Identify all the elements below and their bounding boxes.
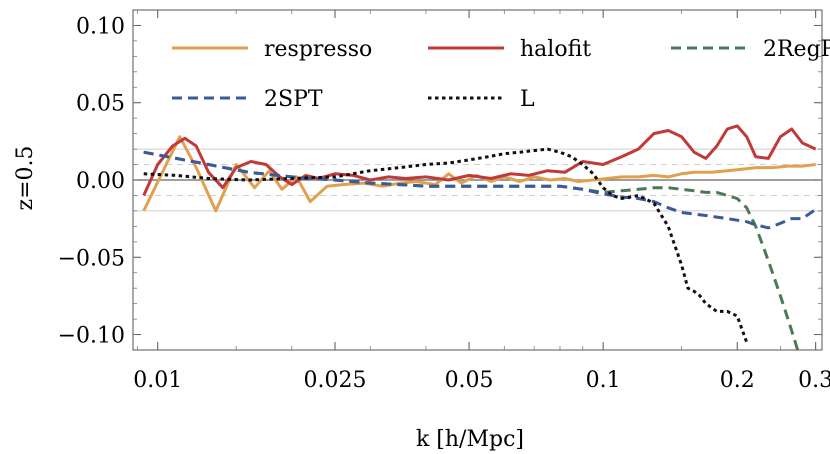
x-tick-label: 0.1 — [586, 368, 621, 393]
legend: respresso halofit 2RegPT 2SPT L — [172, 37, 830, 112]
axis-ticks: 0.10 0.05 0.00 −0.05 −0.10 0.01 0.025 0.05 0.1 0.… — [58, 10, 830, 393]
x-tick-label: 0.01 — [133, 368, 182, 393]
legend-label-2regpt: 2RegPT — [763, 37, 830, 62]
y-tick-label: 0.00 — [76, 169, 125, 194]
series-line-2regpt — [143, 150, 800, 350]
x-tick-label: 0.3 — [798, 368, 830, 393]
legend-label-halofit: halofit — [520, 37, 591, 62]
series-line-halofit — [142, 124, 817, 197]
legend-label-2spt: 2SPT — [264, 87, 323, 112]
reference-lines — [133, 148, 822, 212]
y-tick-label: 0.05 — [76, 92, 125, 117]
series-line-respresso — [142, 135, 816, 213]
y-tick-label: 0.10 — [76, 14, 125, 39]
legend-label-respresso: respresso — [264, 37, 372, 62]
y-tick-label: −0.10 — [58, 324, 125, 349]
y-axis-label: z=0.5 — [13, 145, 38, 210]
x-tick-label: 0.05 — [445, 368, 494, 393]
legend-label-l: L — [520, 87, 535, 112]
x-tick-label: 0.2 — [720, 368, 755, 393]
x-tick-label: 0.025 — [303, 368, 366, 393]
y-tick-label: −0.05 — [58, 246, 125, 271]
x-axis-label: k [h/Mpc] — [416, 427, 524, 452]
series-lines — [142, 124, 817, 350]
